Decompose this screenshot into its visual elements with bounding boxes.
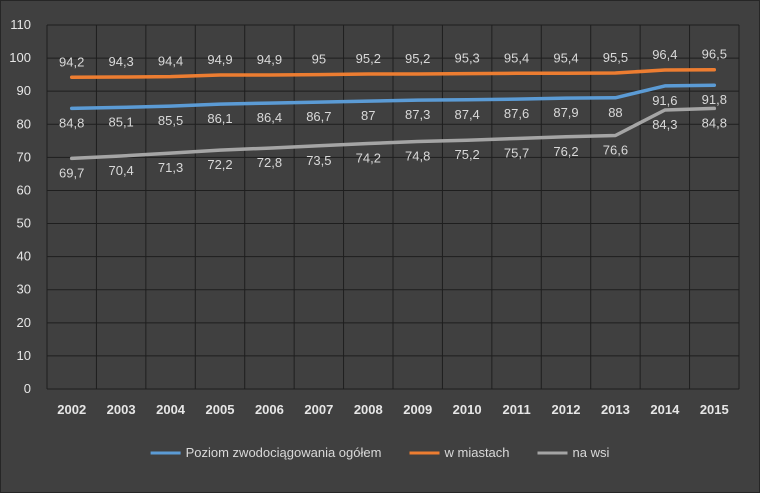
series-line-0 bbox=[69, 83, 717, 111]
data-labels: 84,8 85,1 85,5 86,1 86,4 86,7 87 87,3 87,4 87,6 87… bbox=[59, 47, 727, 181]
data-label: 95 bbox=[312, 52, 326, 67]
data-label: 85,5 bbox=[158, 113, 183, 128]
x-tick-label: 2014 bbox=[650, 402, 680, 417]
data-label: 91,8 bbox=[702, 92, 727, 107]
data-label: 84,8 bbox=[59, 115, 84, 130]
y-tick-label: 40 bbox=[17, 249, 31, 264]
y-tick-label: 110 bbox=[10, 17, 31, 32]
data-label: 94,2 bbox=[59, 54, 84, 69]
data-label: 84,8 bbox=[702, 115, 727, 130]
x-tick-label: 2003 bbox=[107, 402, 136, 417]
x-axis: 2002 2003 2004 2005 2006 2007 2008 2009 2010 2011… bbox=[57, 402, 728, 417]
series-lines bbox=[69, 67, 717, 161]
y-tick-label: 100 bbox=[9, 50, 31, 65]
x-tick-label: 2005 bbox=[206, 402, 235, 417]
data-label: 87,9 bbox=[553, 105, 578, 120]
x-tick-label: 2009 bbox=[403, 402, 432, 417]
data-label: 85,1 bbox=[108, 114, 133, 129]
legend-label: na wsi bbox=[573, 445, 610, 460]
data-label: 84,3 bbox=[652, 117, 677, 132]
data-label: 73,5 bbox=[306, 153, 331, 168]
series-line-2 bbox=[69, 106, 717, 161]
data-label: 71,3 bbox=[158, 160, 183, 175]
data-label: 94,9 bbox=[257, 52, 282, 67]
x-tick-label: 2006 bbox=[255, 402, 284, 417]
data-label: 86,7 bbox=[306, 109, 331, 124]
y-tick-label: 30 bbox=[17, 282, 31, 297]
data-label: 75,7 bbox=[504, 146, 529, 161]
data-label: 94,4 bbox=[158, 54, 183, 69]
y-tick-label: 0 bbox=[24, 381, 31, 396]
y-tick-label: 10 bbox=[17, 348, 31, 363]
legend-label: Poziom zwodociągowania ogółem bbox=[186, 445, 382, 460]
data-label: 95,4 bbox=[504, 50, 529, 65]
x-tick-label: 2015 bbox=[700, 402, 729, 417]
data-label: 72,2 bbox=[207, 157, 232, 172]
legend-item: na wsi bbox=[537, 445, 610, 460]
data-label: 94,3 bbox=[108, 54, 133, 69]
data-label: 75,2 bbox=[454, 147, 479, 162]
legend-item: Poziom zwodociągowania ogółem bbox=[150, 445, 382, 460]
x-tick-label: 2004 bbox=[156, 402, 186, 417]
data-label: 86,4 bbox=[257, 110, 282, 125]
data-label: 95,3 bbox=[454, 51, 479, 66]
x-tick-label: 2008 bbox=[354, 402, 383, 417]
y-tick-label: 90 bbox=[17, 83, 31, 98]
data-label: 87,3 bbox=[405, 107, 430, 122]
data-label: 96,5 bbox=[702, 47, 727, 62]
series-line-1 bbox=[69, 67, 717, 80]
y-tick-label: 80 bbox=[17, 116, 31, 131]
y-tick-label: 70 bbox=[17, 149, 31, 164]
x-tick-label: 2013 bbox=[601, 402, 630, 417]
data-label: 69,7 bbox=[59, 165, 84, 180]
data-label: 95,5 bbox=[603, 50, 628, 65]
data-label: 87,4 bbox=[454, 107, 479, 122]
data-label: 94,9 bbox=[207, 52, 232, 67]
gridlines bbox=[46, 24, 740, 390]
x-tick-label: 2012 bbox=[552, 402, 581, 417]
y-axis: 0 10 20 30 40 50 60 70 80 90 100 110 bbox=[9, 17, 31, 396]
y-tick-label: 60 bbox=[17, 182, 31, 197]
data-label: 95,2 bbox=[356, 51, 381, 66]
x-tick-label: 2011 bbox=[502, 402, 530, 417]
data-label: 74,2 bbox=[356, 150, 381, 165]
data-label: 87 bbox=[361, 108, 375, 123]
data-label: 87,6 bbox=[504, 106, 529, 121]
y-tick-label: 50 bbox=[17, 216, 31, 231]
data-label: 72,8 bbox=[257, 155, 282, 170]
data-label: 95,4 bbox=[553, 50, 578, 65]
data-label: 76,6 bbox=[603, 143, 628, 158]
data-label: 76,2 bbox=[553, 144, 578, 159]
data-label: 74,8 bbox=[405, 148, 430, 163]
legend: Poziom zwodociągowania ogółem w miastach n… bbox=[150, 445, 610, 460]
data-label: 88 bbox=[608, 105, 622, 120]
data-label: 91,6 bbox=[652, 93, 677, 108]
x-tick-label: 2007 bbox=[304, 402, 333, 417]
data-label: 95,2 bbox=[405, 51, 430, 66]
y-tick-label: 20 bbox=[17, 315, 31, 330]
x-tick-label: 2002 bbox=[57, 402, 86, 417]
legend-label: w miastach bbox=[444, 445, 510, 460]
data-label: 96,4 bbox=[652, 47, 677, 62]
data-label: 70,4 bbox=[108, 163, 133, 178]
x-tick-label: 2010 bbox=[453, 402, 482, 417]
data-label: 86,1 bbox=[207, 111, 232, 126]
legend-item: w miastach bbox=[409, 445, 510, 460]
